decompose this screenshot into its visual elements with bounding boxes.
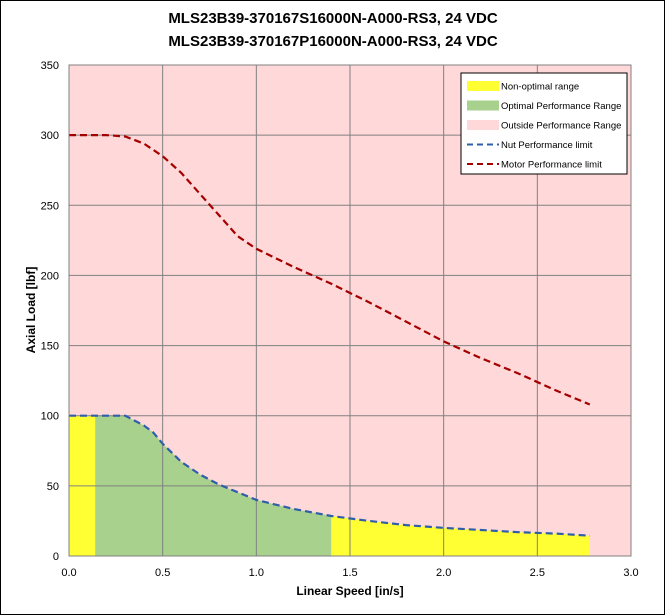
- x-tick-label: 0.5: [155, 567, 170, 579]
- legend-label: Outside Performance Range: [501, 121, 621, 132]
- region-3: [331, 516, 590, 556]
- y-tick-label: 300: [41, 130, 59, 142]
- legend-label: Optimal Performance Range: [501, 101, 621, 112]
- nut-performance-limit-line: [69, 414, 590, 537]
- legend-label: Motor Performance limit: [501, 160, 602, 171]
- y-tick-label: 0: [53, 551, 59, 563]
- chart-title-line-2: MLS23B39-370167P16000N-A000-RS3, 24 VDC: [168, 33, 498, 50]
- y-tick-label: 200: [41, 270, 59, 282]
- y-tick-label: 50: [47, 481, 59, 493]
- x-tick-label: 2.0: [436, 567, 451, 579]
- x-tick-label: 1.0: [249, 567, 264, 579]
- chart-title-line-1: MLS23B39-370167S16000N-A000-RS3, 24 VDC: [168, 10, 498, 27]
- legend-label: Nut Performance limit: [501, 140, 593, 151]
- x-tick-label: 1.5: [342, 567, 357, 579]
- series-layer: [69, 134, 591, 537]
- x-axis-title: Linear Speed [in/s]: [296, 584, 403, 598]
- y-tick-label: 250: [41, 200, 59, 212]
- y-axis-title: Axial Load [lbf]: [24, 267, 38, 354]
- motor-performance-limit-line: [69, 134, 591, 406]
- legend-swatch: [467, 100, 499, 111]
- y-tick-label: 150: [41, 341, 59, 353]
- y-tick-label: 350: [41, 60, 59, 72]
- y-tick-labels: 0 50 100 150 200 250 300 350: [41, 60, 59, 563]
- x-tick-label: 0.0: [61, 567, 76, 579]
- legend-swatch: [467, 81, 499, 91]
- y-tick-label: 100: [41, 411, 59, 423]
- plot-border: [68, 64, 632, 557]
- legend: Non-optimal range Optimal Performance Ran…: [460, 72, 628, 175]
- legend-swatch: [467, 120, 499, 130]
- x-tick-label: 2.5: [530, 567, 545, 579]
- x-tick-labels: 0.0 0.5 1.0 1.5 2.0 2.5 3.0: [61, 567, 638, 579]
- legend-label: Non-optimal range: [501, 82, 579, 93]
- x-tick-label: 3.0: [623, 567, 638, 579]
